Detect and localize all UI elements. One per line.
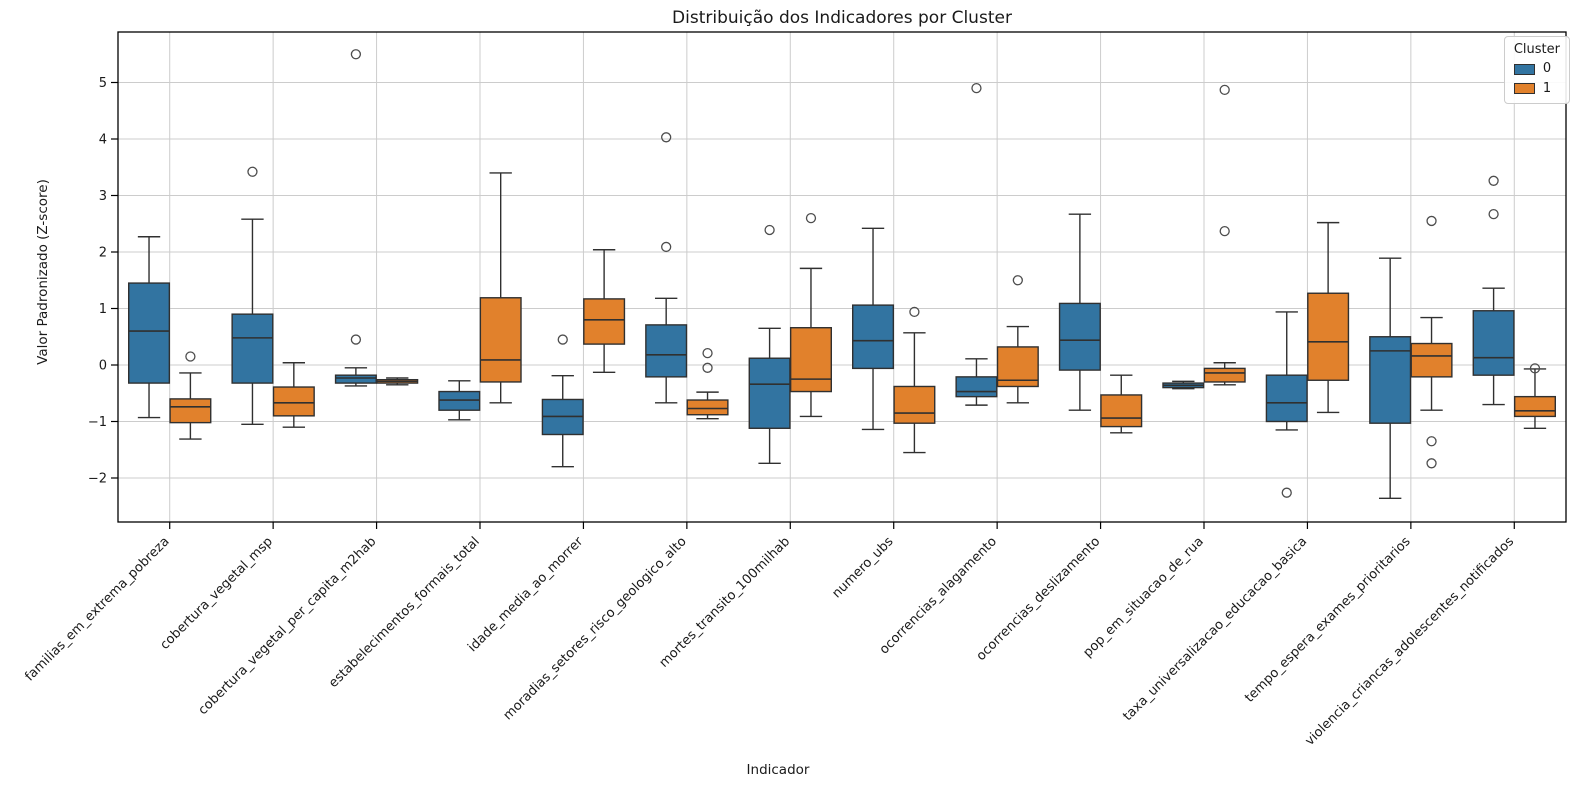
ytick-label-2: 2 [99, 246, 107, 261]
legend-swatch-cluster-1-icon [1513, 83, 1535, 95]
legend-label-cluster-1: 1 [1542, 80, 1552, 96]
xtick-label-taxa_universalizacao_educacao_basica: taxa_universalizacao_educacao_basica [1120, 534, 1310, 724]
box-cluster0-cobertura_vegetal_per_capita_m2hab [334, 374, 377, 384]
box-cluster1-tempo_espera_exames_prioritarios [1410, 342, 1453, 378]
box-cluster1-ocorrencias_deslizamento [1100, 394, 1143, 428]
box-cluster1-mortes_transito_100milhab [789, 327, 832, 393]
box-cluster0-ocorrencias_deslizamento [1058, 302, 1101, 371]
outlier-cluster0-mortes_transito_100milhab-0 [764, 224, 775, 236]
box-cluster0-estabelecimentos_formais_total [438, 390, 481, 411]
box-cluster1-familias_em_extrema_pobreza [169, 398, 212, 424]
ytick-label-4: 4 [99, 133, 107, 148]
box-cluster1-idade_media_ao_morrer [583, 298, 626, 345]
outlier-cluster1-pop_em_situacao_de_rua-1 [1219, 225, 1230, 237]
ytick-label--1: −1 [88, 415, 107, 430]
x-axis-label: Indicador [746, 762, 810, 778]
outlier-cluster1-numero_ubs-0 [909, 306, 920, 318]
box-cluster1-taxa_universalizacao_educacao_basica [1307, 292, 1350, 381]
outlier-cluster1-pop_em_situacao_de_rua-0 [1219, 84, 1230, 95]
outlier-cluster0-violencia_criancas_adolescentes_notificados-0 [1488, 175, 1499, 186]
xtick-label-pop_em_situacao_de_rua: pop_em_situacao_de_rua [1080, 534, 1206, 660]
xtick-label-ocorrencias_deslizamento: ocorrencias_deslizamento [974, 534, 1104, 664]
box-cluster0-ocorrencias_alagamento [955, 376, 998, 398]
chart-title: Distribuição dos Indicadores por Cluster [672, 8, 1012, 28]
box-cluster0-taxa_universalizacao_educacao_basica [1265, 374, 1308, 423]
outlier-cluster1-mortes_transito_100milhab-0 [805, 212, 817, 224]
outlier-cluster0-ocorrencias_alagamento-0 [971, 83, 982, 94]
box-cluster1-moradias_setores_risco_geologico_alto [686, 399, 729, 416]
outlier-cluster1-familias_em_extrema_pobreza-0 [185, 351, 196, 362]
outlier-cluster0-cobertura_vegetal_per_capita_m2hab-1 [350, 334, 362, 345]
ytick-label-0: 0 [99, 359, 107, 374]
box-cluster0-numero_ubs [852, 304, 895, 370]
xtick-label-numero_ubs: numero_ubs [829, 534, 896, 601]
axes-frame [117, 31, 1567, 523]
xtick-label-cobertura_vegetal_per_capita_m2hab: cobertura_vegetal_per_capita_m2hab [196, 534, 380, 718]
legend-swatch-cluster-0-icon [1513, 63, 1535, 75]
xtick-label-tempo_espera_exames_prioritarios: tempo_espera_exames_prioritarios [1242, 534, 1414, 706]
outlier-cluster0-taxa_universalizacao_educacao_basica-0 [1281, 487, 1292, 498]
outlier-cluster1-moradias_setores_risco_geologico_alto-0 [702, 347, 713, 359]
box-cluster1-cobertura_vegetal_msp [272, 386, 315, 417]
outlier-cluster0-moradias_setores_risco_geologico_alto-1 [661, 241, 672, 253]
outlier-cluster1-ocorrencias_alagamento-0 [1012, 275, 1023, 286]
xtick-label-moradias_setores_risco_geologico_alto: moradias_setores_risco_geologico_alto [501, 534, 690, 723]
outlier-cluster1-tempo_espera_exames_prioritarios-0 [1426, 215, 1437, 227]
outlier-cluster1-tempo_espera_exames_prioritarios-1 [1426, 436, 1437, 447]
box-cluster1-numero_ubs [893, 385, 936, 424]
outlier-cluster0-cobertura_vegetal_msp-0 [247, 166, 258, 177]
outlier-cluster0-idade_media_ao_morrer-0 [557, 334, 568, 345]
xtick-label-familias_em_extrema_pobreza: familias_em_extrema_pobreza [22, 534, 172, 684]
box-cluster0-mortes_transito_100milhab [748, 357, 791, 429]
legend-label-cluster-0: 0 [1542, 61, 1552, 77]
legend-row-cluster-1: 1 [1513, 80, 1560, 97]
outlier-cluster1-violencia_criancas_adolescentes_notificados-0 [1529, 363, 1541, 374]
box-cluster1-pop_em_situacao_de_rua [1203, 367, 1246, 383]
box-cluster0-tempo_espera_exames_prioritarios [1369, 336, 1412, 424]
legend-title: Cluster [1513, 42, 1560, 57]
ytick-label--2: −2 [88, 472, 107, 487]
box-cluster0-familias_em_extrema_pobreza [128, 282, 171, 384]
ytick-label-5: 5 [99, 76, 107, 91]
legend-row-cluster-0: 0 [1513, 61, 1560, 77]
outlier-cluster0-cobertura_vegetal_per_capita_m2hab-0 [350, 49, 362, 60]
xtick-label-ocorrencias_alagamento: ocorrencias_alagamento [877, 534, 1000, 657]
box-cluster1-estabelecimentos_formais_total [479, 297, 522, 383]
box-cluster0-violencia_criancas_adolescentes_notificados [1472, 310, 1515, 376]
legend: Cluster 0 1 [1503, 36, 1570, 104]
ytick-label-3: 3 [99, 189, 107, 204]
box-cluster1-violencia_criancas_adolescentes_notificados [1513, 395, 1556, 418]
outlier-cluster1-moradias_setores_risco_geologico_alto-1 [702, 362, 713, 373]
xtick-label-violencia_criancas_adolescentes_notificados: violencia_criancas_adolescentes_notifica… [1302, 534, 1517, 749]
xtick-label-idade_media_ao_morrer: idade_media_ao_morrer [465, 534, 586, 655]
box-cluster0-moradias_setores_risco_geologico_alto [645, 324, 688, 378]
outlier-cluster0-violencia_criancas_adolescentes_notificados-1 [1488, 208, 1499, 220]
box-cluster0-cobertura_vegetal_msp [231, 313, 274, 384]
ytick-label-1: 1 [99, 302, 107, 317]
outlier-cluster0-moradias_setores_risco_geologico_alto-0 [661, 132, 672, 143]
xtick-label-cobertura_vegetal_msp: cobertura_vegetal_msp [157, 534, 276, 653]
outlier-cluster1-tempo_espera_exames_prioritarios-2 [1426, 458, 1437, 469]
